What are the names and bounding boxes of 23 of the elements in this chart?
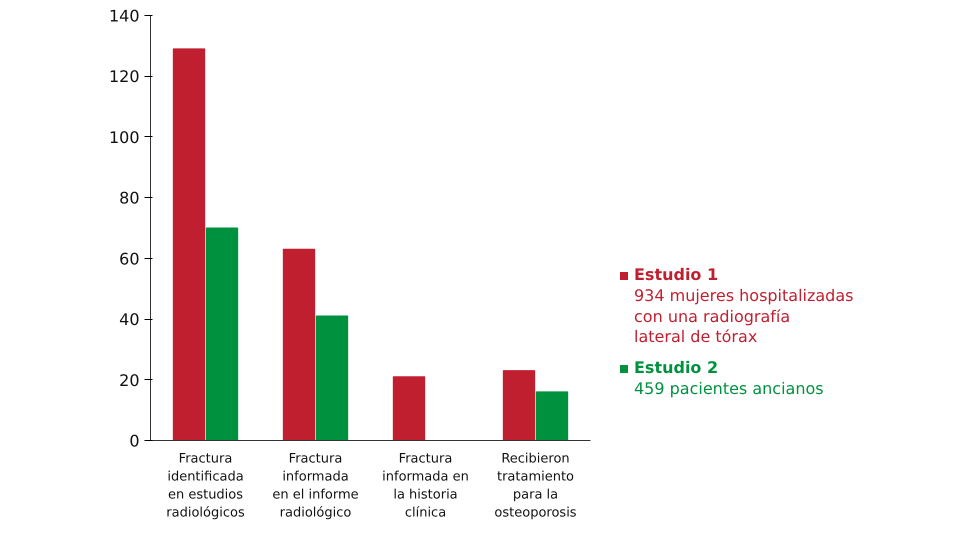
bar: [206, 228, 238, 440]
text: 934 mujeres hospitalizadas con una radiografía lateral de tórax: [633, 286, 854, 348]
x-tick-label: Recibieron tratamiento para la osteoporosis: [494, 452, 577, 520]
y-tick-label: 120: [108, 67, 140, 86]
y-tick-label: 80: [119, 188, 140, 208]
bar: [502, 370, 536, 440]
text: 459 pacientes ancianos: [633, 378, 824, 400]
y-tick-label: 20: [119, 370, 140, 390]
y-tick-label: 0: [129, 432, 140, 450]
x-tick-label: Fractura informada en el informe radiológico: [272, 452, 359, 520]
x-tick-label: Fractura identificada en estudios radiológicos: [166, 452, 245, 520]
bar: [282, 248, 316, 440]
legend-label: Estudio 1: [633, 265, 718, 284]
y-tick-label: 140: [108, 6, 140, 26]
bar: [392, 376, 426, 440]
legend-label: Estudio 2: [633, 358, 718, 378]
bar: [536, 391, 568, 440]
y-tick-label: 60: [119, 249, 140, 268]
bar: [316, 316, 348, 440]
x-tick-label: Fractura informada en la historia clínica: [382, 452, 469, 520]
y-tick-label: 40: [119, 310, 140, 330]
y-tick-label: 100: [108, 128, 140, 147]
bar: [172, 48, 206, 440]
